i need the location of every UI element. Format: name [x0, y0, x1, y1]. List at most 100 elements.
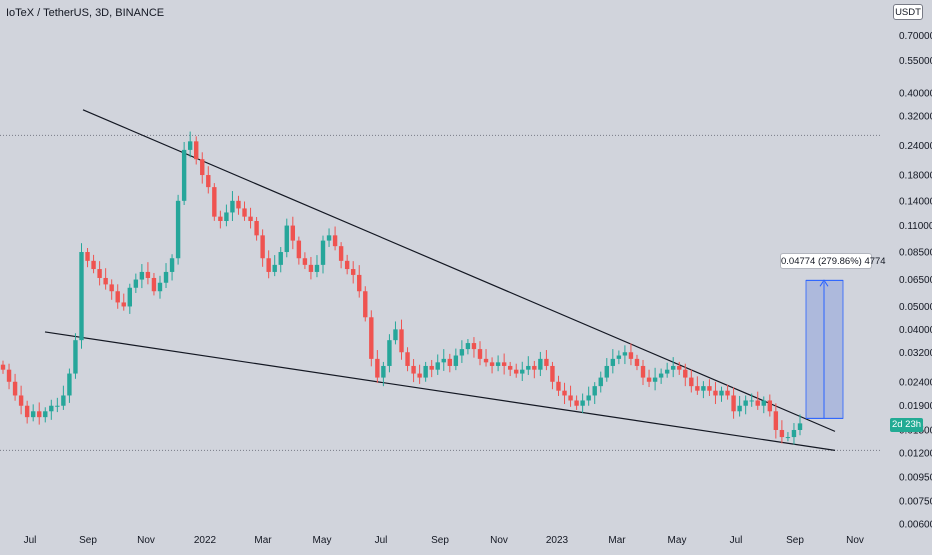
candle	[145, 262, 151, 285]
candle-body	[417, 373, 422, 378]
candle-body	[24, 405, 30, 418]
candle-body	[308, 264, 314, 272]
candle-body	[181, 149, 187, 201]
candle-body	[43, 411, 48, 418]
candle-body	[393, 329, 398, 341]
candle	[683, 363, 688, 387]
candle	[441, 349, 446, 371]
candle	[652, 367, 658, 391]
candle	[471, 337, 477, 358]
candle-body	[266, 258, 271, 272]
candle-body	[495, 362, 501, 366]
candle	[151, 272, 157, 296]
candle	[320, 235, 326, 274]
chart-title: IoTeX / TetherUS, 3D, BINANCE	[6, 7, 164, 19]
candle	[55, 397, 60, 413]
candle	[677, 361, 682, 375]
candle-body	[344, 260, 350, 270]
y-tick-label: 0.70000	[899, 31, 932, 42]
x-tick-label: Nov	[846, 535, 864, 546]
candle	[423, 361, 428, 382]
candle	[6, 363, 12, 390]
candle-body	[338, 246, 344, 261]
candle-body	[0, 364, 6, 370]
candle-body	[574, 400, 579, 406]
candle-body	[791, 429, 797, 438]
candle	[357, 265, 362, 298]
candle	[18, 385, 24, 415]
candle	[658, 368, 664, 384]
candle-body	[701, 386, 706, 391]
candle	[489, 357, 495, 374]
candle-body	[49, 405, 54, 412]
candle	[115, 284, 120, 309]
candle-body	[797, 423, 803, 430]
candle	[592, 382, 597, 405]
candle	[719, 386, 724, 402]
candle	[562, 382, 567, 405]
candle	[338, 242, 344, 269]
candle	[598, 371, 603, 393]
y-tick-label: 0.01200	[899, 448, 932, 459]
candle-body	[163, 271, 169, 283]
candle-body	[586, 395, 591, 401]
candle	[459, 340, 465, 363]
candle-body	[453, 355, 459, 366]
candle-body	[357, 274, 362, 292]
candle-body	[369, 317, 374, 359]
candle-body	[242, 208, 247, 217]
x-tick-label: May	[313, 535, 332, 546]
candle	[302, 252, 308, 270]
x-tick-label: Nov	[137, 535, 155, 546]
candle-body	[260, 235, 265, 259]
candle	[797, 414, 803, 436]
candle-body	[429, 365, 434, 370]
y-tick-label: 0.02400	[899, 377, 932, 388]
candle	[169, 254, 175, 281]
candle-body	[604, 365, 609, 378]
candle-body	[115, 291, 120, 303]
candle-body	[465, 343, 471, 350]
candle-body	[73, 340, 78, 374]
candle	[580, 393, 585, 414]
candle	[761, 396, 766, 414]
candle	[773, 403, 779, 439]
candle-body	[526, 365, 531, 370]
candle	[483, 349, 489, 367]
candle	[43, 407, 48, 423]
candle-body	[350, 269, 356, 275]
candle-body	[381, 365, 386, 378]
candle	[447, 353, 453, 373]
candle	[230, 191, 235, 222]
candle-body	[290, 225, 296, 241]
price-range-measure	[805, 279, 844, 419]
candle	[224, 204, 229, 227]
candle-body	[652, 377, 658, 382]
y-tick-label: 0.01900	[899, 401, 932, 412]
candle	[550, 361, 555, 390]
candle	[91, 254, 96, 274]
candle	[514, 363, 519, 378]
candle-body	[501, 362, 507, 366]
currency-unit-badge[interactable]: USDT	[893, 4, 923, 20]
candles	[0, 131, 803, 445]
candle	[200, 152, 205, 184]
candle-body	[218, 216, 223, 222]
y-axis: 0.70000 0.55000 0.40000 0.32000 0.24000 0.180…	[899, 31, 932, 530]
candle	[0, 360, 6, 374]
candle-body	[272, 264, 277, 272]
x-tick-label: Jul	[375, 535, 388, 546]
y-tick-label: 0.08500	[899, 248, 932, 259]
candle	[393, 321, 398, 345]
candle	[248, 207, 253, 229]
y-tick-label: 0.04000	[899, 325, 932, 336]
y-tick-label: 0.40000	[899, 89, 932, 100]
candle-body	[296, 240, 302, 259]
candle-body	[592, 386, 597, 396]
candle	[610, 349, 616, 374]
candle-body	[6, 369, 12, 382]
candle-body	[127, 287, 132, 307]
y-tick-label: 0.32000	[899, 112, 932, 123]
